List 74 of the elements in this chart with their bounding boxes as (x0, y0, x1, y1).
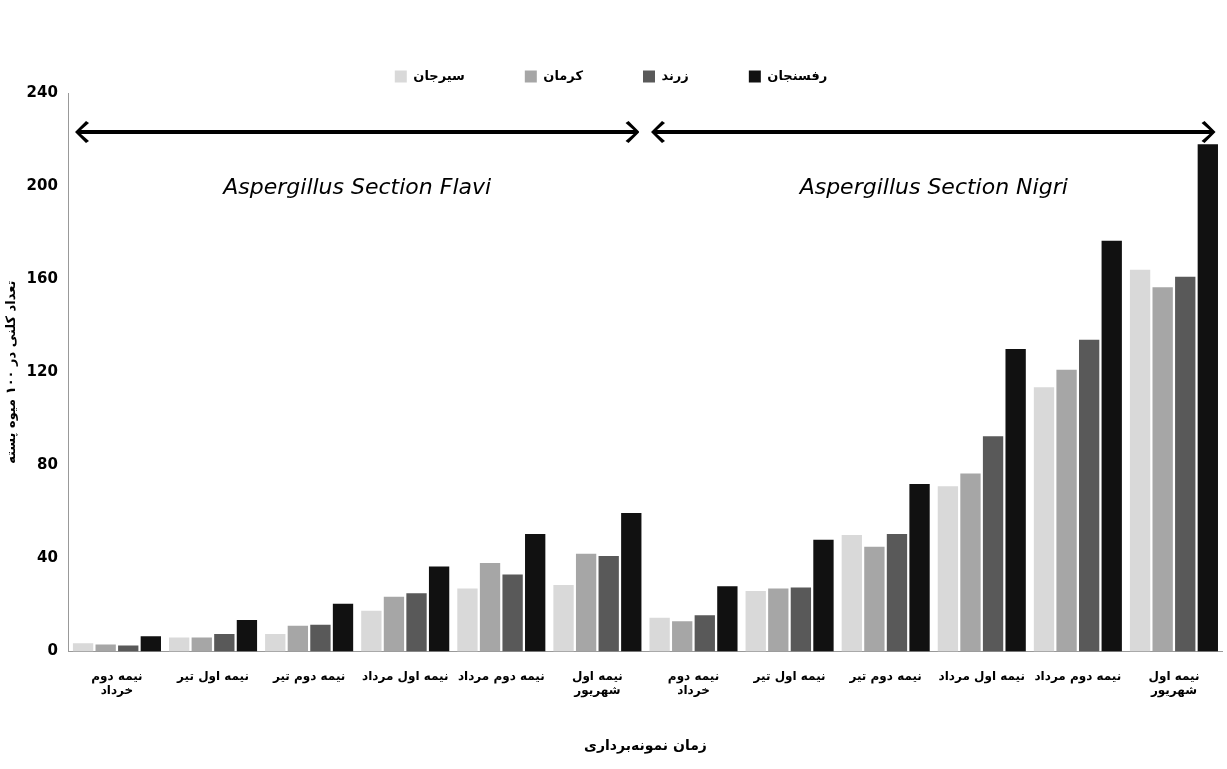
bar (841, 535, 862, 652)
bar (1033, 387, 1055, 652)
x-tick-label: نیمه اول شهریور (571, 668, 623, 699)
bar (95, 644, 116, 652)
bar (598, 556, 619, 652)
bar (72, 643, 94, 652)
bar (457, 588, 478, 652)
bar (982, 436, 1004, 652)
x-tick-label: نیمه دوم خرداد (667, 668, 720, 698)
y-tick-label: 80 (37, 455, 58, 474)
x-axis-title: زمان نمونه‌برداری (584, 737, 707, 755)
bar (383, 596, 405, 652)
bar (332, 603, 354, 652)
bar (236, 619, 258, 652)
bar (502, 574, 523, 652)
bar (140, 636, 161, 652)
x-tick-label: نیمه اول شهریور (1148, 668, 1200, 699)
y-tick-label: 40 (37, 548, 58, 567)
bar (553, 585, 574, 652)
annotation: Aspergillus Section Nigri (797, 173, 1068, 199)
bar (361, 610, 382, 652)
y-tick-label: 200 (26, 175, 58, 194)
x-tick-label: نیمه دوم مرداد (457, 668, 545, 684)
legend-label: رفسنجان (767, 67, 828, 83)
y-tick-label: 240 (26, 82, 58, 101)
x-tick-label: نیمه دوم مرداد (1034, 668, 1122, 684)
bar (575, 553, 597, 652)
x-tick-label: نیمه اول مرداد (938, 668, 1025, 684)
bar (1101, 240, 1122, 652)
y-tick-label: 160 (26, 269, 58, 288)
bar (937, 486, 959, 652)
x-tick-label: نیمه دوم تیر (271, 668, 346, 684)
bar (310, 624, 331, 652)
bar (694, 615, 715, 652)
bar (1152, 287, 1173, 652)
bar (428, 566, 450, 652)
bar (813, 539, 834, 652)
bar (886, 533, 908, 652)
bar (406, 593, 427, 652)
x-tick-label: نیمه دوم خرداد (91, 668, 143, 698)
x-tick-label: نیمه اول تیر (176, 668, 250, 684)
bar (864, 546, 885, 652)
x-tick-label: نیمه دوم تیر (848, 668, 922, 684)
legend-label: سیرجان (413, 67, 465, 83)
bar (672, 621, 693, 652)
bar (909, 483, 930, 652)
bar (1056, 369, 1077, 652)
bar (1175, 276, 1196, 652)
bar (745, 590, 766, 652)
bar (1197, 144, 1218, 652)
bar (265, 633, 286, 652)
bar (768, 588, 789, 652)
y-tick-label: 120 (26, 362, 58, 381)
bar (1129, 269, 1151, 652)
bar (621, 512, 642, 652)
bar (287, 625, 309, 652)
y-tick-label: 0 (47, 641, 58, 660)
annotation: Aspergillus Section Flavi (221, 173, 492, 199)
bar (649, 617, 670, 652)
legend-label: کرمان (543, 67, 584, 83)
y-axis-title: تعداد کلنی در ۱۰۰ میوه پسته (3, 280, 19, 464)
bar (717, 586, 738, 652)
bar (214, 633, 235, 652)
bar (1078, 339, 1100, 652)
bar (960, 473, 981, 652)
bar (169, 637, 190, 652)
x-tick-label: نیمه اول مرداد (362, 668, 449, 684)
legend-label: زرند (661, 67, 689, 83)
bar (479, 562, 501, 652)
bar (525, 533, 546, 652)
bar (790, 587, 812, 652)
bar (1005, 348, 1026, 652)
x-tick-label: نیمه اول تیر (752, 668, 826, 684)
bar (191, 637, 212, 652)
